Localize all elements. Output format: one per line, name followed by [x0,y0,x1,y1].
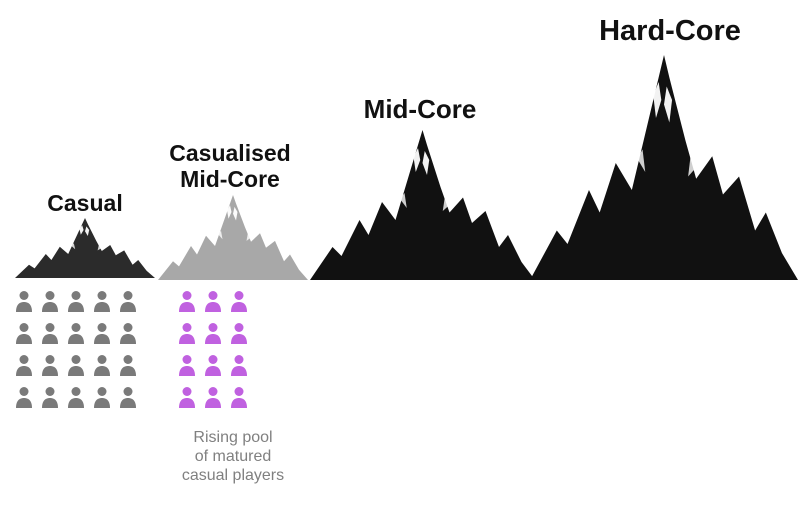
person-icon [178,354,196,376]
person-icon [15,386,33,408]
person-icon [67,290,85,312]
person-icon [204,354,222,376]
people-row [178,290,248,312]
person-icon [67,322,85,344]
people-grid [178,290,248,408]
person-icon [15,322,33,344]
person-icon [119,354,137,376]
person-icon [230,386,248,408]
person-icon [93,354,111,376]
people-row [178,354,248,376]
people-row [15,322,137,344]
person-icon [119,290,137,312]
person-icon [204,386,222,408]
person-icon [230,354,248,376]
person-icon [93,386,111,408]
person-icon [41,290,59,312]
mountain-icon [310,130,535,285]
person-icon [178,322,196,344]
segment-title: Hard-Core [570,15,770,48]
person-icon [178,386,196,408]
person-icon [41,354,59,376]
person-icon [41,386,59,408]
segment-title: Casual [30,190,140,216]
mountain-icon [158,195,308,285]
person-icon [230,322,248,344]
person-icon [119,386,137,408]
person-icon [67,386,85,408]
people-row [15,290,137,312]
person-icon [230,290,248,312]
person-icon [204,322,222,344]
person-icon [93,290,111,312]
people-grid [15,290,137,408]
people-row [15,386,137,408]
person-icon [119,322,137,344]
mountain-icon [530,55,798,285]
segment-caption: Rising pool of matured casual players [158,428,308,486]
people-row [15,354,137,376]
person-icon [15,354,33,376]
person-icon [15,290,33,312]
person-icon [41,322,59,344]
person-icon [178,290,196,312]
people-row [178,322,248,344]
person-icon [67,354,85,376]
segment-title: Casualised Mid-Core [150,140,310,193]
people-row [178,386,248,408]
mountain-icon [15,218,155,283]
person-icon [204,290,222,312]
segment-title: Mid-Core [330,95,510,125]
person-icon [93,322,111,344]
